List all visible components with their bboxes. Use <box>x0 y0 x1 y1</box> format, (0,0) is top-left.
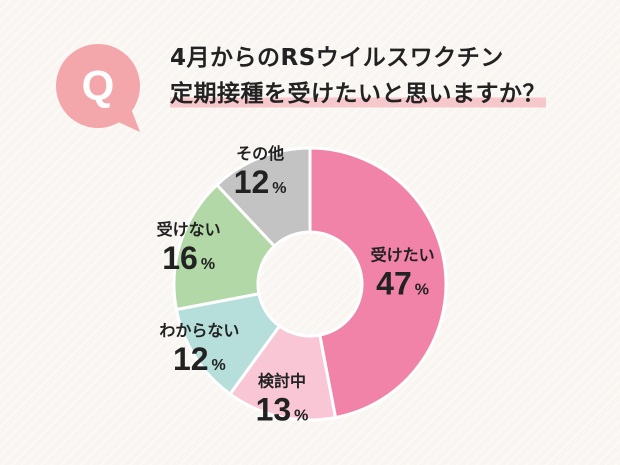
slice-value-2: 13% <box>256 391 309 427</box>
slice-label-2: 検討中 <box>258 371 306 390</box>
question-line-2: 定期接種を受けたいと思いますか？ <box>170 79 546 110</box>
q-letter: Q <box>82 62 115 109</box>
q-speech-bubble-icon: Q <box>56 44 140 132</box>
slice-label-1: 受けたい <box>371 246 435 265</box>
slice-value-1: 47% <box>376 266 429 302</box>
slice-label-5: その他 <box>236 144 284 163</box>
question-title: 4月からのRSウイルスワクチン 定期接種を受けたいと思いますか？ <box>170 44 590 110</box>
slice-5 <box>214 146 312 249</box>
slice-label-4: 受けない <box>157 220 221 239</box>
question-badge: Q <box>52 40 148 136</box>
slice-1 <box>308 146 448 420</box>
slice-4 <box>172 182 277 312</box>
question-line-1: 4月からのRSウイルスワクチン <box>170 45 504 71</box>
slice-value-5: 12% <box>234 164 287 200</box>
slice-label-3: わからない <box>159 321 239 340</box>
slice-value-3: 12% <box>173 341 226 377</box>
slice-value-4: 16% <box>162 240 215 276</box>
